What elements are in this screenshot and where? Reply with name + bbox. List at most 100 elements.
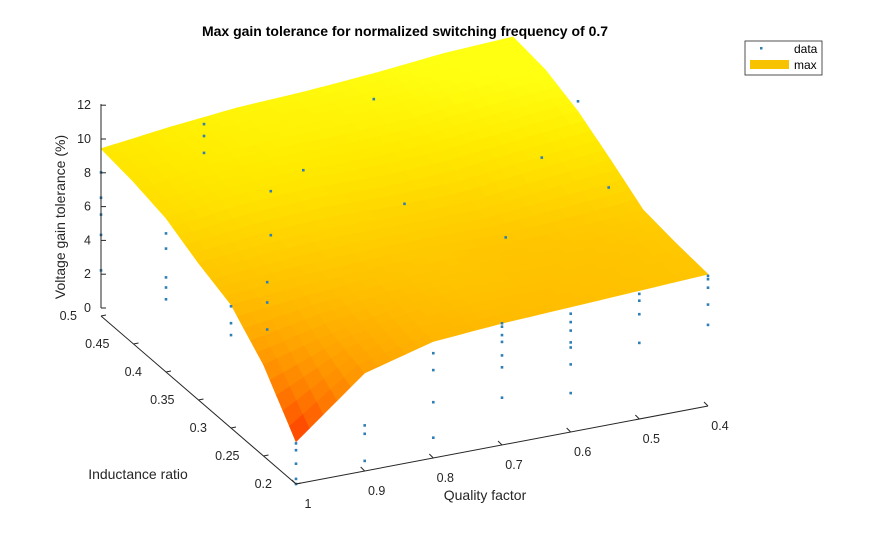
y-tick-mark (230, 426, 237, 429)
data-point (500, 322, 504, 325)
data-point (500, 366, 504, 369)
data-point (432, 351, 435, 355)
x-tick-label: 1 (305, 497, 312, 511)
data-point (432, 436, 435, 439)
data-points (99, 97, 710, 486)
data-point (569, 341, 572, 344)
data-point (164, 286, 168, 289)
y-tick-mark (165, 370, 172, 373)
x-ticks: 0.4 0.5 0.6 0.7 0.8 0.9 1 (291, 401, 729, 511)
data-point (294, 477, 298, 481)
surface-patch (687, 267, 709, 278)
data-point (706, 286, 710, 289)
data-point (500, 340, 504, 344)
data-point (706, 303, 710, 306)
data-point (164, 247, 168, 250)
data-point (229, 333, 233, 337)
data-point (569, 363, 572, 366)
x-tick-mark (291, 479, 297, 485)
data-point (294, 442, 298, 445)
chart-title: Max gain tolerance for normalized switch… (202, 23, 608, 39)
y-tick-mark (133, 342, 139, 345)
x-tick-label: 0.5 (643, 432, 660, 446)
x-tick-mark (703, 401, 709, 407)
x-tick-mark (634, 414, 640, 420)
y-tick-label: 0.45 (85, 337, 109, 351)
z-tick-label: 8 (84, 166, 91, 180)
data-point (363, 432, 366, 436)
data-point (569, 391, 572, 395)
z-tick-label: 4 (84, 233, 91, 247)
data-point (202, 122, 206, 126)
data-point (706, 277, 710, 281)
data-point (706, 323, 710, 327)
legend-box (744, 40, 823, 76)
y-tick-label: 0.25 (215, 449, 239, 463)
data-point (229, 305, 233, 308)
z-tick-label: 12 (77, 98, 91, 112)
y-tick-label: 0.35 (150, 393, 174, 407)
y-tick-mark (295, 482, 302, 485)
data-point (269, 233, 273, 237)
data-point (432, 400, 435, 404)
data-point (372, 97, 376, 101)
data-point (500, 325, 504, 328)
z-ticks: 0 2 4 6 8 10 12 (77, 98, 106, 315)
x-axis-label: Quality factor (444, 487, 527, 503)
data-point (500, 333, 504, 337)
data-point (576, 100, 580, 103)
y-ticks: 0.2 0.25 0.3 0.35 0.4 0.45 0.5 (60, 309, 302, 491)
z-tick-label: 2 (84, 267, 91, 281)
z-tick-label: 6 (84, 200, 91, 214)
data-point (164, 276, 168, 279)
y-tick-label: 0.5 (60, 309, 77, 323)
data-point (569, 346, 572, 349)
data-point (607, 186, 610, 189)
data-point (164, 298, 168, 301)
legend: data max (744, 40, 823, 76)
y-tick-label: 0.3 (190, 421, 207, 435)
data-point (294, 462, 298, 465)
data-point (569, 329, 572, 332)
data-point (302, 168, 305, 172)
data-point (638, 292, 641, 296)
z-tick-label: 10 (77, 132, 91, 146)
data-point (706, 274, 710, 278)
data-point (265, 301, 269, 304)
data-point (229, 321, 233, 325)
legend-max-swatch (750, 60, 789, 69)
data-point (638, 312, 641, 316)
data-point (638, 299, 641, 302)
x-tick-mark (566, 427, 572, 433)
z-tick-label: 0 (84, 301, 91, 315)
data-point (265, 328, 269, 331)
x-tick-label: 0.4 (711, 419, 728, 433)
data-point (569, 312, 572, 315)
data-point (403, 202, 406, 206)
surface-plot (100, 36, 709, 443)
data-point (269, 189, 273, 193)
data-point (500, 354, 504, 357)
x-tick-label: 0.7 (505, 458, 522, 472)
y-tick-mark (198, 398, 204, 401)
y-tick-mark (100, 314, 107, 317)
y-tick-label: 0.2 (255, 477, 272, 491)
data-point (569, 320, 572, 324)
x-tick-label: 0.6 (574, 445, 591, 459)
x-tick-mark (428, 453, 434, 459)
y-axis-label: Inductance ratio (88, 466, 188, 482)
data-point (504, 236, 507, 239)
x-tick-label: 0.8 (437, 471, 454, 485)
data-point (363, 459, 366, 463)
x-tick-mark (360, 466, 366, 472)
y-tick-label: 0.4 (125, 365, 142, 379)
legend-entry-max: max (794, 58, 817, 72)
legend-data-marker (760, 47, 763, 50)
data-point (202, 151, 206, 155)
data-point (363, 424, 366, 427)
data-point (294, 448, 298, 452)
z-axis-label: Voltage gain tolerance (%) (52, 135, 68, 299)
data-point (638, 341, 641, 345)
legend-entry-data: data (794, 42, 818, 56)
